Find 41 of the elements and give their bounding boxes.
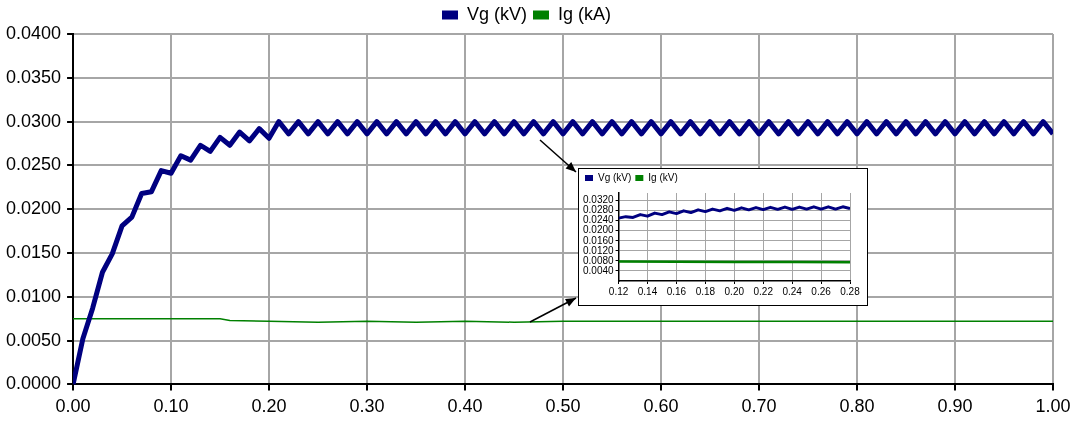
y-tick-label: 0.0040 bbox=[582, 264, 615, 276]
x-tick-label: 0.20 bbox=[724, 285, 745, 297]
y-tick-label: 0.0160 bbox=[582, 234, 615, 246]
y-tick-label: 0.0300 bbox=[5, 110, 62, 131]
x-tick-label: 0.90 bbox=[937, 396, 973, 417]
y-tick-label: 0.0150 bbox=[5, 241, 62, 262]
y-tick-label: 0.0200 bbox=[582, 224, 615, 236]
x-tick-label: 0.40 bbox=[447, 396, 483, 417]
x-tick-label: 0.60 bbox=[643, 396, 679, 417]
x-tick-label: 0.80 bbox=[839, 396, 875, 417]
x-tick-label: 0.70 bbox=[741, 396, 777, 417]
x-tick-label: 0.12 bbox=[608, 285, 629, 297]
x-tick-label: 0.26 bbox=[811, 285, 832, 297]
y-tick-label: 0.0080 bbox=[582, 254, 615, 266]
y-tick-label: 0.0400 bbox=[5, 22, 62, 43]
y-tick-label: 0.0000 bbox=[5, 373, 62, 394]
x-tick-label: 0.18 bbox=[695, 285, 716, 297]
legend-label: Ig (kA) bbox=[558, 3, 612, 24]
x-tick-label: 1.00 bbox=[1035, 396, 1071, 417]
y-tick-label: 0.0200 bbox=[5, 198, 62, 219]
x-tick-label: 0.24 bbox=[782, 285, 803, 297]
y-tick-label: 0.0250 bbox=[5, 154, 62, 175]
x-tick-label: 0.22 bbox=[753, 285, 774, 297]
y-tick-label: 0.0120 bbox=[582, 244, 615, 256]
x-tick-label: 0.30 bbox=[349, 396, 385, 417]
x-tick-label: 0.14 bbox=[637, 285, 658, 297]
legend-label: Ig (kV) bbox=[648, 171, 678, 183]
y-tick-label: 0.0320 bbox=[582, 194, 615, 206]
y-tick-label: 0.0350 bbox=[5, 66, 62, 87]
legend-label: Vg (kV) bbox=[598, 171, 632, 183]
x-tick-label: 0.10 bbox=[153, 396, 189, 417]
x-tick-label: 0.50 bbox=[545, 396, 581, 417]
y-tick-label: 0.0240 bbox=[582, 214, 615, 226]
x-tick-label: 0.00 bbox=[55, 396, 91, 417]
y-tick-label: 0.0280 bbox=[582, 204, 615, 216]
x-tick-label: 0.20 bbox=[251, 396, 287, 417]
x-tick-label: 0.16 bbox=[666, 285, 687, 297]
y-tick-label: 0.0050 bbox=[5, 329, 62, 350]
y-tick-label: 0.0100 bbox=[5, 285, 62, 306]
legend-label: Vg (kV) bbox=[466, 3, 528, 24]
x-tick-label: 0.28 bbox=[840, 285, 861, 297]
